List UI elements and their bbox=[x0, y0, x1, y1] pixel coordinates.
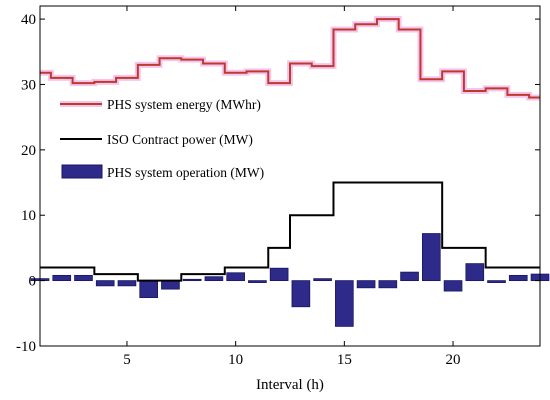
operation-bar bbox=[400, 271, 419, 282]
legend: PHS system energy (MWhr) ISO Contract po… bbox=[60, 97, 264, 180]
operation-bar bbox=[335, 280, 354, 327]
energy-layer bbox=[40, 16, 540, 101]
operation-bar bbox=[52, 274, 72, 282]
operation-bar bbox=[443, 280, 463, 292]
y-tick-label: 20 bbox=[21, 143, 36, 159]
operation-bar bbox=[226, 272, 245, 282]
x-tick-label: 15 bbox=[337, 352, 352, 368]
legend-label-contract: ISO Contract power (MW) bbox=[107, 132, 253, 147]
operation-bar bbox=[356, 280, 376, 289]
legend-label-operation: PHS system operation (MW) bbox=[107, 165, 264, 180]
legend-item-energy: PHS system energy (MWhr) bbox=[60, 97, 261, 112]
operation-bar bbox=[204, 276, 224, 282]
contract-power-line bbox=[40, 181, 540, 282]
operation-bar bbox=[269, 267, 289, 282]
operation-bar bbox=[313, 278, 332, 282]
operation-bar bbox=[139, 280, 159, 299]
operation-bar bbox=[487, 280, 506, 283]
x-tick-label: 10 bbox=[228, 352, 243, 368]
y-tick-label: 0 bbox=[29, 274, 37, 290]
legend-swatch-operation bbox=[61, 164, 103, 179]
legend-item-operation: PHS system operation (MW) bbox=[61, 164, 264, 180]
x-tick-label: 5 bbox=[123, 352, 131, 368]
y-tick-label: 40 bbox=[21, 12, 36, 28]
y-tick-label: 30 bbox=[21, 77, 36, 93]
operation-bar bbox=[508, 274, 528, 282]
x-ticks: 5 10 15 20 bbox=[123, 6, 461, 368]
y-ticks: -10 0 10 20 30 40 bbox=[16, 12, 540, 355]
plot-frame bbox=[39, 5, 541, 347]
operation-bar bbox=[291, 280, 311, 308]
contract-layer bbox=[40, 181, 540, 282]
operation-bar bbox=[248, 280, 267, 283]
energy-line bbox=[40, 18, 540, 99]
operation-bar bbox=[95, 280, 115, 287]
operation-bar bbox=[182, 278, 202, 282]
legend-label-energy: PHS system energy (MWhr) bbox=[107, 97, 261, 112]
y-tick-label: 10 bbox=[21, 208, 36, 224]
operation-bar bbox=[421, 233, 441, 282]
x-axis-title: Interval (h) bbox=[256, 377, 324, 393]
operation-bar bbox=[74, 274, 93, 282]
x-tick-label: 20 bbox=[446, 352, 461, 368]
operation-bar bbox=[465, 263, 485, 282]
operation-bar bbox=[161, 280, 180, 290]
legend-item-contract: ISO Contract power (MW) bbox=[60, 132, 253, 147]
operation-bar bbox=[378, 280, 398, 289]
y-tick-label: -10 bbox=[16, 339, 36, 355]
operation-bar bbox=[117, 280, 137, 287]
